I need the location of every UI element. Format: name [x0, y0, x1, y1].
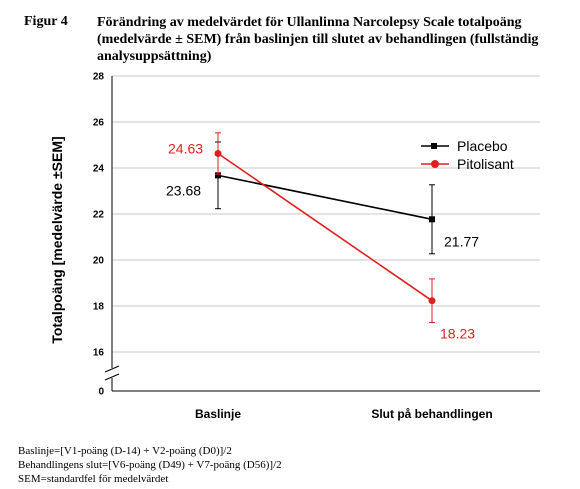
axis-break-gap: [106, 368, 118, 378]
figure-title-line-3: analysuppsättning): [97, 49, 212, 64]
axis-break-mark: [104, 365, 120, 373]
data-label: 18.23: [440, 326, 475, 342]
x-category-label: Baslinje: [195, 407, 241, 421]
y-tick-label: 24: [93, 164, 105, 175]
footnotes: Baslinje=[V1-poäng (D-14) + V2-poäng (D0…: [18, 444, 282, 486]
axis-break-mark: [104, 373, 120, 381]
legend-marker: [431, 160, 439, 168]
data-point: [429, 216, 435, 223]
figure-title-line-2: (medelvärde ± SEM) från baslinjen till s…: [97, 32, 539, 47]
y-tick-label: 20: [93, 256, 105, 267]
data-point: [215, 172, 221, 179]
y-tick-label: 22: [93, 210, 105, 221]
y-axis-title: Totalpoäng [medelvärde ±SEM]: [49, 136, 65, 343]
data-label: 23.68: [166, 182, 201, 198]
y-tick-label: 18: [93, 302, 105, 313]
footnote-baseline: Baslinje=[V1-poäng (D-14) + V2-poäng (D0…: [18, 445, 232, 457]
legend-entry-placebo: Placebo: [457, 138, 508, 154]
legend-entry-pitolisant: Pitolisant: [457, 156, 514, 172]
y-tick-label: 16: [93, 348, 105, 359]
data-point: [428, 297, 436, 305]
figure-title: Förändring av medelvärdet för Ullanlinna…: [97, 14, 572, 65]
x-category-label: Slut på behandlingen: [371, 407, 492, 421]
footnote-end-of-treatment: Behandlingens slut=[V6-poäng (D49) + V7-…: [18, 459, 282, 471]
y-tick-label: 26: [93, 118, 105, 129]
figure-title-line-1: Förändring av medelvärdet för Ullanlinna…: [97, 15, 522, 30]
data-label: 21.77: [444, 233, 479, 249]
y-tick-label: 0: [98, 387, 104, 398]
data-label: 24.63: [168, 141, 203, 157]
footnote-sem: SEM=standardfel för medelvärdet: [18, 473, 169, 485]
figure-label: Figur 4: [24, 14, 68, 29]
legend-marker: [431, 143, 437, 149]
series-line-placebo: [217, 174, 433, 221]
data-point: [214, 150, 222, 158]
y-tick-label: 28: [93, 72, 105, 83]
series-line-pitolisant: [217, 152, 433, 302]
